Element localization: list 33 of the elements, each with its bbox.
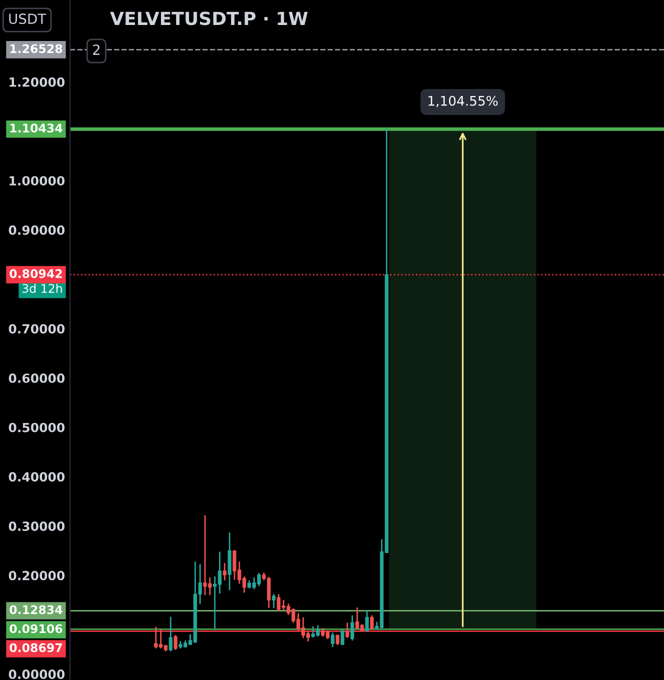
y-tick-label: 0.50000 [8, 422, 65, 432]
text: USDT [9, 14, 46, 24]
candlestick [336, 634, 340, 646]
candlestick [365, 609, 369, 632]
text: 3d 12h [22, 284, 62, 293]
ref-line-label: 0.09106 [10, 624, 62, 634]
candlestick [174, 634, 178, 651]
candlestick [370, 614, 374, 630]
candlestick [350, 614, 354, 642]
y-tick-label: 0.00000 [8, 670, 65, 680]
y-tick-label: 1.20000 [10, 77, 65, 87]
y-tick-label: 0.70000 [8, 324, 65, 334]
candlestick [228, 532, 232, 591]
y-tick-label: 0.40000 [8, 472, 65, 482]
ref-line-label: 0.12834 [10, 605, 62, 614]
y-tick-label: 0.20000 [8, 570, 65, 580]
text: VELVETUSDT.P · 1W [110, 12, 308, 26]
candlestick [168, 616, 172, 652]
candlestick [222, 562, 226, 582]
y-tick-label: 1.00000 [10, 176, 65, 186]
ref-line-label: 1.10434 [10, 124, 62, 133]
ref-line-label: 0.80942 [10, 269, 62, 278]
y-tick-label: 0.60000 [8, 373, 65, 383]
y-tick-label: 0.30000 [8, 522, 65, 531]
candlestick [330, 632, 334, 648]
candlestick [272, 593, 276, 609]
candlestick [346, 622, 350, 639]
annotation: 2 [93, 44, 100, 55]
y-tick-label: 0.90000 [8, 225, 65, 235]
annotation: 1,104.55% [428, 96, 498, 108]
ref-line-label: 0.08697 [10, 643, 62, 652]
candlestick [340, 629, 344, 646]
ref-line-label: 1.26528 [10, 44, 62, 54]
